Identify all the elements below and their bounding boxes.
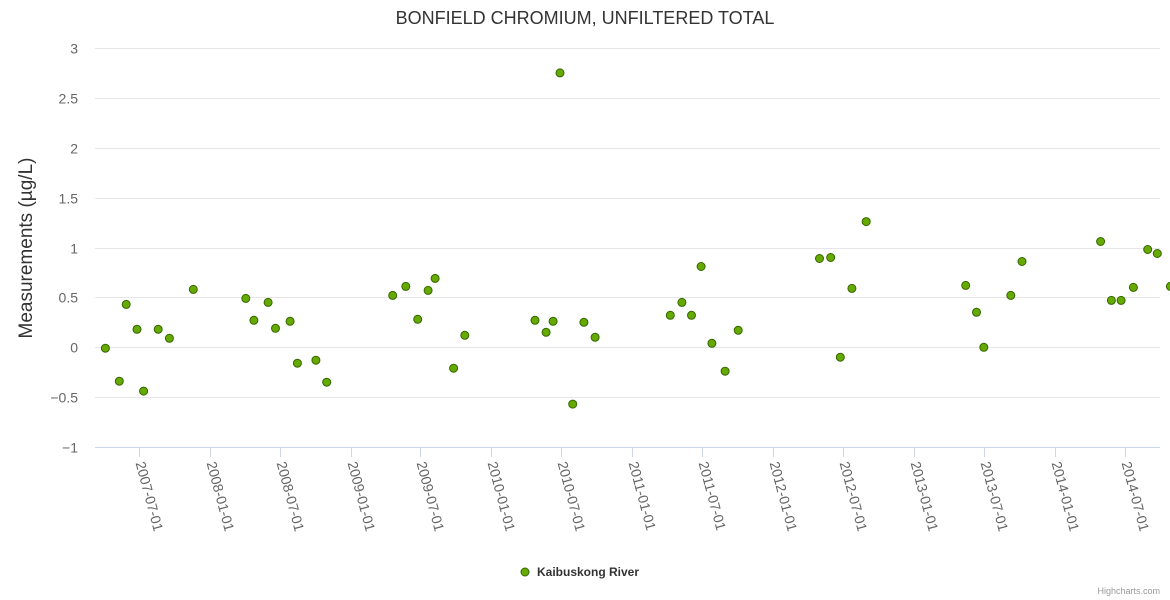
data-point[interactable] bbox=[665, 310, 675, 320]
data-point[interactable] bbox=[139, 386, 149, 396]
legend-marker-icon bbox=[520, 567, 530, 577]
data-point[interactable] bbox=[292, 358, 302, 368]
data-point[interactable] bbox=[241, 293, 251, 303]
data-point[interactable] bbox=[847, 283, 857, 293]
data-point[interactable] bbox=[188, 284, 198, 294]
x-axis: 2007-07-01 2008-01-01 2008-07-01 2009-01-01… bbox=[95, 447, 1160, 533]
y-tick-label: −1 bbox=[62, 440, 78, 456]
data-point[interactable] bbox=[1152, 249, 1162, 258]
data-point[interactable] bbox=[271, 323, 280, 333]
data-point[interactable] bbox=[388, 290, 398, 300]
y-tick-label: 3 bbox=[70, 41, 78, 57]
data-point[interactable] bbox=[979, 342, 989, 352]
y-tick-label: −0.5 bbox=[50, 390, 78, 406]
data-point[interactable] bbox=[1106, 295, 1116, 305]
y-tick-label: 2 bbox=[70, 141, 78, 157]
data-point[interactable] bbox=[861, 217, 871, 227]
data-point[interactable] bbox=[114, 376, 124, 386]
data-point[interactable] bbox=[401, 281, 411, 291]
data-point[interactable] bbox=[132, 324, 142, 334]
data-point[interactable] bbox=[100, 343, 110, 353]
data-point[interactable] bbox=[423, 285, 433, 295]
data-point[interactable] bbox=[153, 324, 163, 334]
data-point[interactable] bbox=[548, 316, 558, 326]
y-tick-label: 0.5 bbox=[59, 290, 79, 306]
data-point[interactable] bbox=[164, 333, 174, 343]
x-tick-label: 2014-07-01 bbox=[1119, 460, 1153, 534]
data-point[interactable] bbox=[285, 316, 295, 326]
data-point[interactable] bbox=[961, 280, 971, 290]
data-point[interactable] bbox=[460, 330, 470, 340]
data-point[interactable] bbox=[530, 315, 540, 325]
x-tick-label: 2009-01-01 bbox=[345, 460, 379, 534]
credits-link[interactable]: Highcharts.com bbox=[1097, 586, 1160, 596]
y-gridlines bbox=[95, 48, 1160, 448]
data-point[interactable] bbox=[1143, 245, 1153, 254]
y-tick-label: 0 bbox=[70, 340, 78, 356]
data-point[interactable] bbox=[835, 352, 845, 362]
x-tick-label: 2008-07-01 bbox=[274, 460, 308, 534]
y-axis-tick-labels: −1 −0.5 0 0.5 1 1.5 2 2.5 3 bbox=[50, 41, 78, 456]
data-point[interactable] bbox=[720, 366, 730, 376]
data-point[interactable] bbox=[121, 299, 131, 309]
data-point[interactable] bbox=[696, 262, 706, 271]
x-tick-label: 2007-07-01 bbox=[133, 460, 167, 534]
x-tick-label: 2010-01-01 bbox=[485, 460, 519, 534]
legend[interactable]: Kaibuskong River bbox=[520, 565, 639, 579]
x-tick-label: 2012-07-01 bbox=[837, 460, 871, 534]
data-point[interactable] bbox=[263, 297, 273, 307]
data-point[interactable] bbox=[1006, 290, 1016, 300]
data-points bbox=[100, 68, 1170, 409]
data-point[interactable] bbox=[826, 253, 836, 262]
data-point[interactable] bbox=[311, 355, 321, 365]
data-point[interactable] bbox=[555, 68, 565, 78]
x-tick-label: 2011-01-01 bbox=[626, 460, 660, 533]
data-point[interactable] bbox=[1096, 237, 1106, 246]
data-point[interactable] bbox=[1116, 295, 1126, 305]
y-tick-label: 1 bbox=[70, 241, 78, 257]
data-point[interactable] bbox=[322, 377, 332, 387]
legend-label[interactable]: Kaibuskong River bbox=[537, 565, 639, 579]
x-tick-label: 2013-01-01 bbox=[908, 460, 942, 534]
data-point[interactable] bbox=[449, 363, 459, 373]
y-tick-label: 1.5 bbox=[59, 191, 79, 207]
x-tick-label: 2013-07-01 bbox=[978, 460, 1012, 534]
data-point[interactable] bbox=[413, 314, 423, 324]
data-point[interactable] bbox=[249, 315, 259, 325]
y-axis-title: Measurements (µg/L) bbox=[16, 158, 37, 339]
data-point[interactable] bbox=[815, 254, 824, 263]
data-point[interactable] bbox=[1017, 257, 1027, 266]
data-point[interactable] bbox=[1128, 282, 1138, 292]
data-point[interactable] bbox=[687, 310, 696, 320]
data-point[interactable] bbox=[707, 338, 717, 348]
x-tick-label: 2008-01-01 bbox=[204, 460, 238, 534]
data-point[interactable] bbox=[568, 399, 578, 409]
data-point[interactable] bbox=[972, 307, 981, 317]
data-point[interactable] bbox=[1165, 281, 1170, 291]
chart-title: BONFIELD CHROMIUM, UNFILTERED TOTAL bbox=[396, 8, 775, 28]
data-point[interactable] bbox=[677, 297, 687, 307]
data-point[interactable] bbox=[733, 325, 743, 335]
y-tick-label: 2.5 bbox=[59, 91, 79, 107]
data-point[interactable] bbox=[590, 332, 600, 342]
x-tick-label: 2014-01-01 bbox=[1049, 460, 1083, 534]
data-point[interactable] bbox=[579, 317, 589, 327]
data-point[interactable] bbox=[430, 273, 440, 283]
x-tick-label: 2009-07-01 bbox=[414, 460, 448, 534]
x-tick-label: 2011-07-01 bbox=[696, 460, 730, 533]
data-point[interactable] bbox=[541, 327, 551, 337]
x-tick-label: 2010-07-01 bbox=[555, 460, 589, 534]
x-tick-label: 2012-01-01 bbox=[767, 460, 801, 534]
